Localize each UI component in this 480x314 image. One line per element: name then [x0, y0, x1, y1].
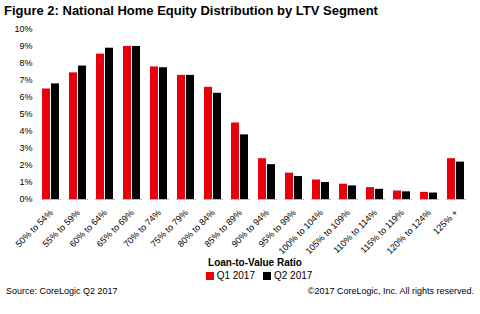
svg-text:1%: 1% [19, 177, 32, 187]
svg-text:80% to 84%: 80% to 84% [175, 207, 217, 250]
svg-text:90% to 94%: 90% to 94% [229, 207, 271, 250]
svg-text:0%: 0% [19, 194, 32, 204]
html-text:Q2 2017: Q2 2017 [274, 270, 313, 281]
svg-text:5%: 5% [19, 109, 32, 119]
svg-text:95% to 99%: 95% to 99% [256, 207, 298, 250]
svg-text:4%: 4% [19, 126, 32, 136]
html-text:Figure 2: National Home Equity: Figure 2: National Home Equity Distribut… [4, 3, 378, 18]
svg-text:6%: 6% [19, 92, 32, 102]
svg-text:70% to 74%: 70% to 74% [121, 207, 163, 250]
svg-text:125% +: 125% + [431, 208, 460, 237]
svg-text:8%: 8% [19, 58, 32, 68]
svg-text:50% to 54%: 50% to 54% [13, 207, 55, 250]
svg-text:85% to 89%: 85% to 89% [202, 207, 244, 250]
svg-text:60% to 64%: 60% to 64% [67, 207, 109, 250]
svg-text:75% to 79%: 75% to 79% [148, 207, 190, 250]
svg-text:65% to 69%: 65% to 69% [94, 207, 136, 250]
html-text:©2017 CoreLogic, Inc. All righ: ©2017 CoreLogic, Inc. All rights reserve… [307, 286, 474, 296]
svg-text:100% to 104%: 100% to 104% [276, 207, 325, 257]
svg-text:110% to 114%: 110% to 114% [331, 207, 379, 256]
svg-text:115% to 119%: 115% to 119% [358, 207, 406, 256]
html-text:Loan-to-Value Ratio: Loan-to-Value Ratio [208, 257, 302, 268]
svg-text:9%: 9% [19, 41, 32, 51]
svg-text:7%: 7% [19, 75, 32, 85]
svg-text:120% to 124%: 120% to 124% [384, 208, 432, 256]
html-text:Source: CoreLogic Q2 2017: Source: CoreLogic Q2 2017 [6, 286, 118, 296]
svg-text:2%: 2% [19, 160, 32, 170]
html-text:Q1 2017: Q1 2017 [216, 270, 255, 281]
svg-text:55% to 59%: 55% to 59% [40, 207, 82, 250]
svg-text:10%: 10% [14, 24, 32, 34]
svg-text:3%: 3% [19, 143, 32, 153]
svg-text:105% to 109%: 105% to 109% [303, 207, 352, 257]
